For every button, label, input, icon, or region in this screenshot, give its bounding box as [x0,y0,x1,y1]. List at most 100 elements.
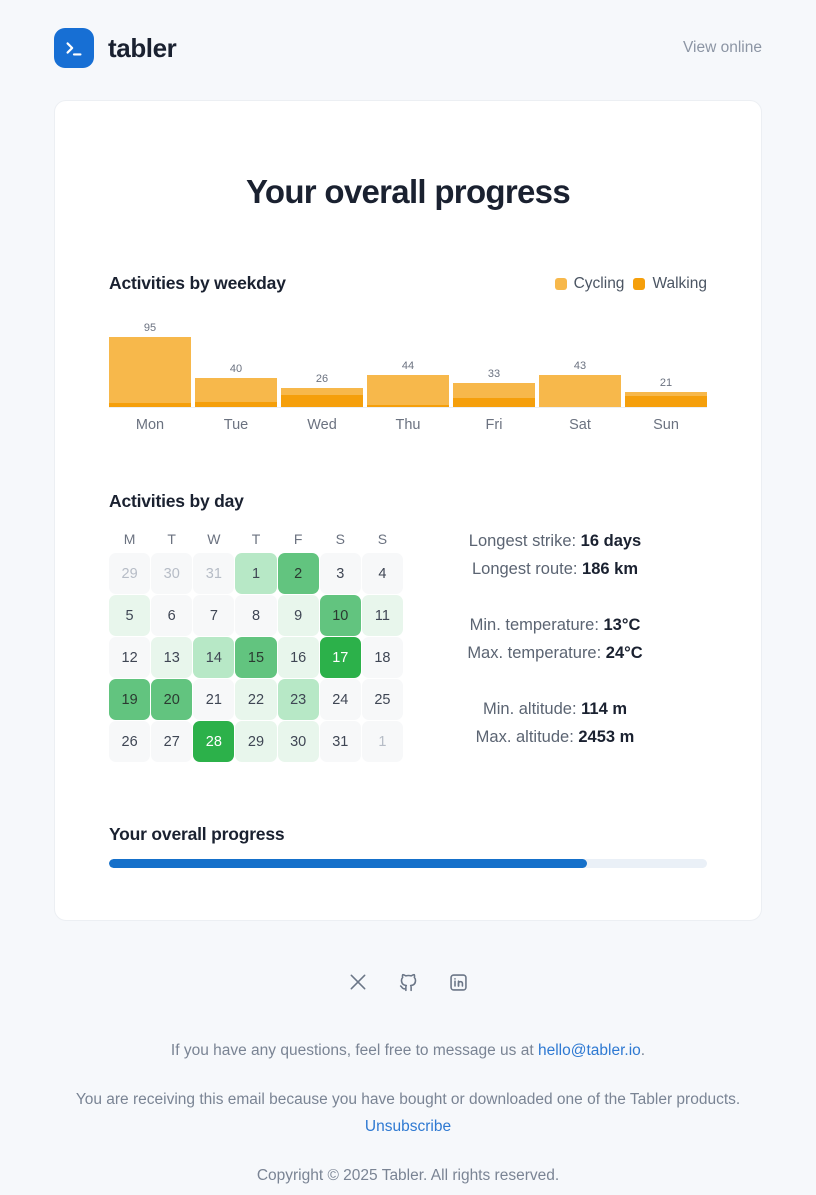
copyright-line: Copyright © 2025 Tabler. All rights rese… [256,1167,560,1184]
calendar-day-cell[interactable]: 12 [109,637,151,678]
bar-column: 33 [453,316,535,407]
stat-group: Min. altitude: 114 m Max. altitude: 2453 … [403,695,707,751]
calendar-day-cell[interactable]: 24 [319,679,361,720]
calendar-day-cell[interactable]: 9 [277,595,319,636]
stat-value: 13°C [603,616,641,634]
calendar-day-cell[interactable]: 1 [235,553,277,594]
calendar-day-cell[interactable]: 3 [319,553,361,594]
reason-line: You are receiving this email because you… [54,1086,762,1140]
weekday-bar-labels: Mon Tue Wed Thu Fri Sat Sun [109,417,707,433]
calendar-day-cell[interactable]: 16 [277,637,319,678]
activities-by-day-section: Activities by day M T W T F S S 29 30 31 1 2 3 4 5 6 7 8 9… [109,491,707,762]
progress-bar [109,859,707,868]
bar-value-label: 95 [143,322,157,335]
stat-value: 186 km [582,560,639,578]
bar-category-label: Tue [223,417,249,433]
stat-line: Min. temperature: 13°C [403,611,707,639]
calendar-day-cell[interactable]: 31 [319,721,361,762]
calendar-day-cell[interactable]: 25 [361,679,403,720]
calendar-day-cell[interactable]: 23 [277,679,319,720]
bar-value-label: 44 [401,359,415,372]
bar-segment-cycling [109,337,191,404]
calendar-day-cell[interactable]: 29 [235,721,277,762]
calendar-day-cell[interactable]: 30 [277,721,319,762]
bar-column: 21 [625,316,707,407]
chart-legend: Cycling Walking [554,274,707,293]
calendar-day-cell[interactable]: 30 [151,553,193,594]
calendar-day-cell[interactable]: 26 [109,721,151,762]
calendar-day-cell[interactable]: 27 [151,721,193,762]
calendar-day-cell[interactable]: 11 [361,595,403,636]
bar-segment-walking [195,401,277,407]
calendar-day-cell[interactable]: 4 [361,553,403,594]
bar-category-label: Wed [307,417,337,433]
calendar-day-cell[interactable]: 19 [109,679,151,720]
calendar-day-cell[interactable]: 14 [193,637,235,678]
bar-segment-walking [625,395,707,407]
bar-column: 40 [195,316,277,407]
calendar-day-cell[interactable]: 22 [235,679,277,720]
calendar-day-cell[interactable]: 20 [151,679,193,720]
linkedin-icon[interactable] [445,969,471,995]
legend-item-cycling: Cycling [554,274,625,293]
bar-column: 95 [109,316,191,407]
calendar-title: Activities by day [109,491,244,511]
stat-line: Longest strike: 16 days [403,527,707,555]
bar-stack [195,377,277,407]
overall-progress-section: Your overall progress [109,824,707,868]
stat-line: Max. altitude: 2453 m [403,723,707,751]
bar-value-label: 26 [315,372,329,385]
contact-email-link[interactable]: hello@tabler.io [537,1042,641,1059]
calendar-day-cell[interactable]: 6 [151,595,193,636]
bar-column: 44 [367,316,449,407]
calendar-day-cell[interactable]: 21 [193,679,235,720]
calendar-day-cell[interactable]: 10 [319,595,361,636]
calendar-day-cell[interactable]: 2 [277,553,319,594]
github-icon[interactable] [395,969,421,995]
contact-prefix: If you have any questions, feel free to … [170,1042,538,1059]
calendar-day-cell[interactable]: 17 [319,637,361,678]
social-links [54,969,762,995]
calendar-day-cell[interactable]: 5 [109,595,151,636]
unsubscribe-link[interactable]: Unsubscribe [364,1118,452,1135]
reason-prefix: You are receiving this email because you… [75,1091,741,1108]
bar-value-label: 43 [573,360,587,373]
calendar-day-cell[interactable]: 31 [193,553,235,594]
bar-segment-walking [453,398,535,407]
stat-label: Min. temperature: [469,616,604,634]
weekday-bar-chart: 95 40 26 44 33 43 21 [109,316,707,408]
bar-segment-cycling [367,374,449,405]
calendar-weekday-header: F [293,531,303,547]
stat-label: Longest route: [471,560,583,578]
calendar-day-cell[interactable]: 29 [109,553,151,594]
bar-value-label: 40 [229,362,243,375]
bar-segment-cycling [281,387,363,396]
stat-label: Max. altitude: [475,728,579,746]
legend-label-cycling: Cycling [573,274,625,292]
brand-name: tabler [108,32,177,63]
bar-category-label: Sun [653,417,679,433]
calendar-day-cell[interactable]: 1 [361,721,403,762]
bar-value-label: 21 [659,376,673,389]
calendar-day-cell[interactable]: 7 [193,595,235,636]
calendar-day-cell[interactable]: 8 [235,595,277,636]
bar-segment-walking [281,395,363,407]
calendar-day-cell[interactable]: 15 [235,637,277,678]
calendar-day-cell[interactable]: 18 [361,637,403,678]
legend-dot-walking-icon [633,277,646,290]
view-online-link[interactable]: View online [683,39,762,56]
calendar-weekday-header: W [207,531,221,547]
stat-label: Longest strike: [468,532,581,550]
bar-category-label: Sat [569,417,591,433]
bar-segment-cycling [195,377,277,402]
progress-title: Your overall progress [109,824,285,844]
bar-segment-walking [109,403,191,407]
bar-column: 26 [281,316,363,407]
contact-line: If you have any questions, feel free to … [54,1037,762,1064]
x-icon[interactable] [345,969,371,995]
brand[interactable]: tabler [54,28,177,68]
calendar-day-cell[interactable]: 13 [151,637,193,678]
calendar-day-cell[interactable]: 28 [193,721,235,762]
bar-segment-cycling [625,391,707,396]
